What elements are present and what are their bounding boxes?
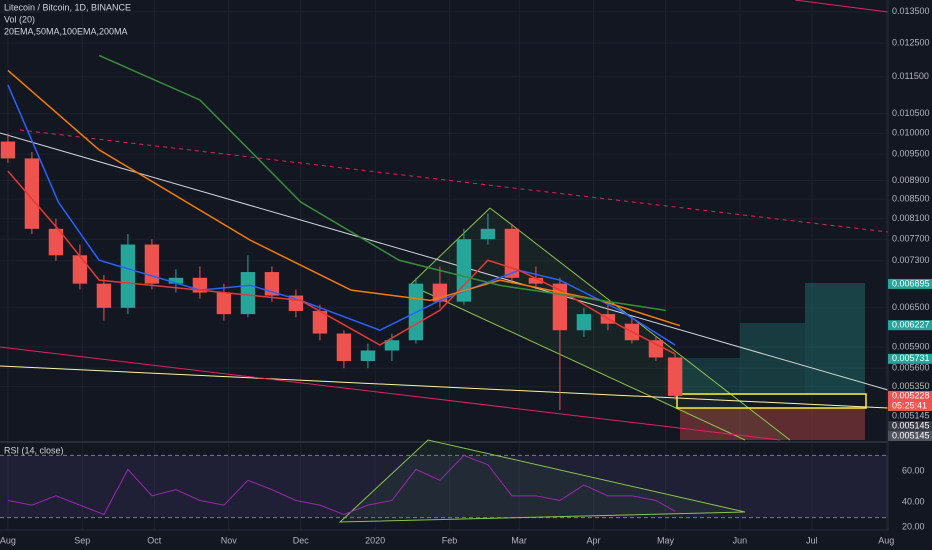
price-tag [888, 278, 932, 289]
candle-body [144, 244, 160, 284]
target-zone [680, 358, 740, 395]
candle-body [0, 141, 16, 159]
candle-body [667, 357, 683, 396]
candle-body [528, 277, 544, 284]
trend-line [409, 284, 746, 441]
candle-body [312, 310, 328, 334]
symbol-title: Litecoin / Bitcoin, 1D, BINANCE [4, 2, 131, 12]
price-tag-label: 0.005731 [892, 353, 930, 363]
x-tick-label: Nov [221, 535, 238, 545]
x-tick-label: Apr [587, 535, 601, 545]
price-tag [888, 431, 932, 442]
candle-body [264, 272, 280, 296]
price-tag [888, 391, 932, 402]
candle-body [336, 333, 352, 362]
y-tick-label: 0.005600 [892, 363, 930, 373]
target-zone [740, 323, 805, 395]
x-tick-label: Aug [0, 535, 16, 545]
y-tick-label: 0.013500 [892, 6, 930, 16]
candle-body [576, 314, 592, 331]
rsi-tick-label: 40.00 [902, 496, 925, 506]
candle-body [48, 228, 64, 256]
x-tick-label: Oct [147, 535, 162, 545]
y-tick-label: 0.005350 [892, 381, 930, 391]
indicator-legend: 20EMA,50MA,100EMA,200MA [4, 26, 128, 36]
candle-body [648, 340, 664, 358]
trend-line [0, 346, 781, 441]
x-tick-label: May [657, 535, 675, 545]
x-tick-label: Jul [806, 535, 818, 545]
candle-body [216, 292, 232, 315]
y-tick-label: 0.012500 [892, 37, 930, 47]
price-tag-label: 0.005228 [892, 390, 930, 400]
trend-line [794, 0, 889, 13]
x-tick-label: Mar [511, 535, 527, 545]
y-tick-label: 0.008500 [892, 194, 930, 204]
rsi-tick-label: 60.00 [902, 465, 925, 475]
x-tick-label: Sep [74, 535, 90, 545]
candle-body [168, 277, 184, 284]
rsi-line [7, 454, 676, 516]
price-tag [888, 421, 932, 432]
candle-body [456, 239, 472, 302]
candle-body [360, 350, 376, 362]
x-tick-label: Aug [878, 535, 894, 545]
y-tick-label: 0.008900 [892, 175, 930, 185]
candle-body [240, 272, 256, 315]
moving-average [7, 69, 681, 327]
price-tag-label: 05:25:41 [892, 400, 927, 410]
price-tag-label: 0.005145 [892, 410, 930, 420]
candle-body [120, 244, 136, 308]
y-tick-label: 0.011500 [892, 71, 929, 81]
candle-body [480, 228, 496, 240]
rsi-title: RSI (14, close) [4, 445, 64, 455]
price-tag [888, 320, 932, 331]
price-tag-label: 0.005145 [892, 420, 930, 430]
x-tick-label: 2020 [365, 535, 385, 545]
y-tick-label: 0.010000 [892, 128, 930, 138]
x-tick-label: Dec [293, 535, 310, 545]
price-tag-label: 0.006227 [892, 320, 930, 330]
price-tag-label: 0.006895 [892, 278, 930, 288]
moving-average [7, 84, 676, 346]
price-tag-label: 0.005145 [892, 430, 930, 440]
candle-body [72, 255, 88, 284]
y-tick-label: 0.009500 [892, 149, 930, 159]
support-box [676, 393, 867, 409]
trend-line [19, 129, 889, 233]
volume-legend: Vol (20) [4, 14, 35, 24]
y-tick-label: 0.008100 [892, 213, 930, 223]
y-tick-label: 0.007700 [892, 234, 930, 244]
y-tick-label: 0.005900 [892, 341, 930, 351]
price-tag [888, 353, 932, 364]
x-tick-label: Feb [442, 535, 458, 545]
trend-line [0, 365, 889, 409]
rsi-band [0, 455, 888, 518]
y-tick-label: 0.007300 [892, 255, 930, 265]
price-tag [888, 401, 932, 412]
rsi-tick-label: 20.00 [902, 521, 925, 531]
candle-body [504, 228, 520, 278]
rsi-wedge [338, 439, 746, 523]
x-tick-label: Jun [733, 535, 748, 545]
trend-line [409, 207, 491, 286]
target-zone [805, 283, 865, 395]
candle-body [384, 340, 400, 351]
y-tick-label: 0.006500 [892, 302, 930, 312]
candle-body [24, 158, 40, 229]
trend-line [0, 132, 889, 391]
candle-body [96, 283, 112, 308]
y-tick-label: 0.010500 [892, 108, 930, 118]
moving-average [98, 54, 666, 312]
